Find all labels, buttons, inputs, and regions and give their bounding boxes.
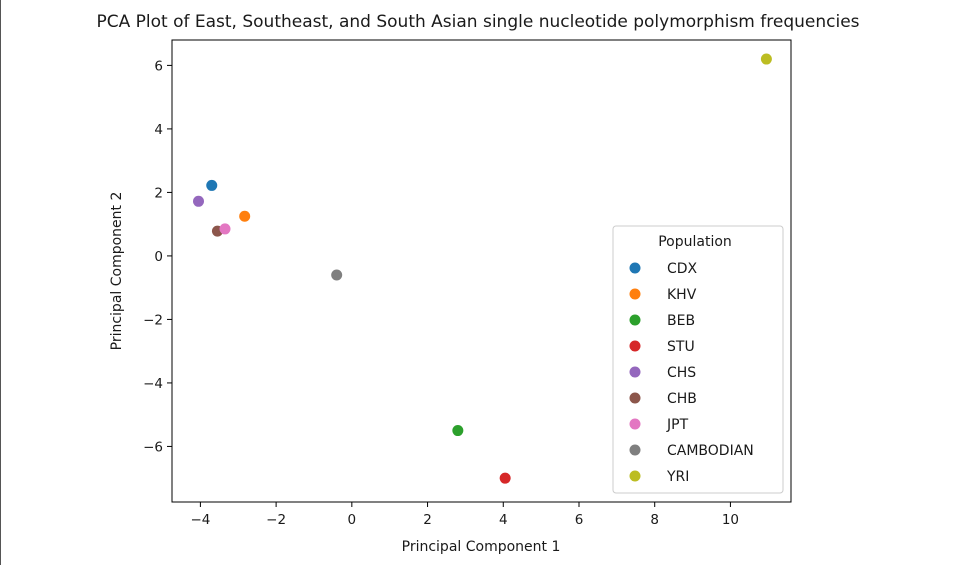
legend-label-stu: STU xyxy=(667,339,695,355)
data-point-stu xyxy=(499,472,511,484)
data-point-yri xyxy=(760,53,772,65)
data-point-jpt xyxy=(219,223,231,235)
x-tick-label: 6 xyxy=(575,512,584,528)
legend-label-cdx: CDX xyxy=(667,261,698,277)
legend-marker-beb xyxy=(629,314,641,326)
y-tick-label: 2 xyxy=(154,185,163,201)
x-tick-label: 8 xyxy=(650,512,659,528)
y-axis-label: Principal Component 2 xyxy=(109,192,125,351)
legend-marker-chs xyxy=(629,366,641,378)
y-tick-label: 6 xyxy=(154,58,163,74)
legend-title: Population xyxy=(658,234,732,250)
x-tick-label: −2 xyxy=(266,512,286,528)
y-axis-ticks: −6 −4 −2 0 2 4 6 xyxy=(143,58,172,455)
legend-label-beb: BEB xyxy=(667,313,695,329)
data-point-beb xyxy=(452,425,464,437)
y-tick-label: −6 xyxy=(143,439,163,455)
y-tick-label: 4 xyxy=(154,122,163,138)
x-tick-label: 2 xyxy=(423,512,432,528)
legend-label-khv: KHV xyxy=(667,287,697,303)
legend-marker-cambodian xyxy=(629,444,641,456)
legend: Population CDX KHV BEB STU CHS CHB JPT CAMBODIA… xyxy=(612,225,784,494)
data-point-khv xyxy=(239,210,251,222)
legend-label-jpt: JPT xyxy=(666,417,689,433)
x-tick-label: 0 xyxy=(348,512,357,528)
x-axis-ticks: −4 −2 0 2 4 6 8 10 xyxy=(190,502,739,528)
legend-marker-khv xyxy=(629,288,641,300)
legend-marker-yri xyxy=(629,470,641,482)
legend-marker-stu xyxy=(629,340,641,352)
data-point-cdx xyxy=(206,179,218,191)
legend-items: CDX KHV BEB STU CHS CHB JPT CAMBODIAN YRI xyxy=(629,261,754,485)
legend-marker-jpt xyxy=(629,418,641,430)
chart-title: PCA Plot of East, Southeast, and South A… xyxy=(96,12,859,32)
legend-label-chb: CHB xyxy=(667,391,697,407)
legend-marker-cdx xyxy=(629,262,641,274)
plot-area-frame xyxy=(171,39,792,503)
data-point-cambodian xyxy=(331,269,343,281)
scatter-points xyxy=(193,53,772,484)
legend-label-cambodian: CAMBODIAN xyxy=(667,443,754,459)
x-tick-label: 4 xyxy=(499,512,508,528)
y-tick-label: −2 xyxy=(143,312,163,328)
y-tick-label: 0 xyxy=(154,249,163,265)
x-tick-label: 10 xyxy=(722,512,739,528)
legend-marker-chb xyxy=(629,392,641,404)
data-point-chs xyxy=(193,195,205,207)
legend-label-chs: CHS xyxy=(667,365,696,381)
legend-label-yri: YRI xyxy=(666,469,689,485)
x-axis-label: Principal Component 1 xyxy=(402,539,561,555)
legend-box xyxy=(612,225,784,494)
y-tick-label: −4 xyxy=(143,376,163,392)
x-tick-label: −4 xyxy=(190,512,210,528)
